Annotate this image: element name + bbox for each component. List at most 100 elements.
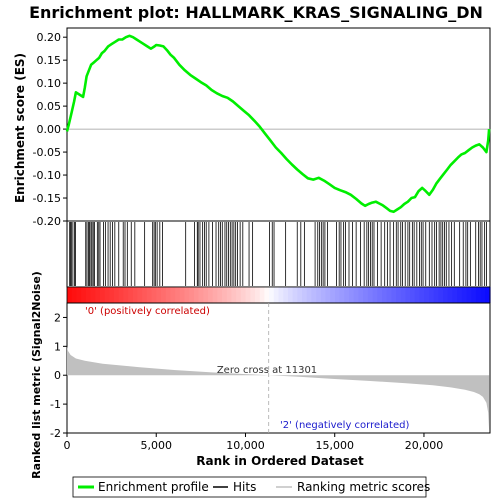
heat-cell [302,287,308,303]
heat-cell [377,287,383,303]
heat-cell [208,287,214,303]
heat-cell [344,287,350,303]
heat-cell [240,287,247,303]
heat-cell [95,287,101,303]
heat-cell [363,287,369,303]
heat-cell [457,287,463,303]
legend-box [72,476,427,498]
heat-cell [278,287,284,303]
heat-cell [114,287,120,303]
heat-cell [76,287,82,303]
negative-correlation-label: '2' (negatively correlated) [280,420,409,431]
heat-cell [386,287,392,303]
heat-cell [480,287,486,303]
metric-tick-label: 1 [54,340,61,353]
heat-cell [461,287,468,303]
es-tick-label: -0.05 [33,146,61,159]
heat-cell [339,287,345,303]
heat-cell [226,287,233,303]
metric-axis-title: Ranked list metric (Signal2Noise) [30,271,43,479]
es-tick-label: 0.00 [37,123,62,136]
heat-cell [419,287,425,303]
heat-cell [269,287,275,303]
heat-cell [273,287,280,303]
heat-cell [485,287,491,303]
heat-cell [433,287,439,303]
es-tick-label: -0.15 [33,192,61,205]
heat-cell [71,287,77,303]
heat-cell [311,287,317,303]
legend-enrichment-label: Enrichment profile [98,480,209,494]
heat-cell [255,287,261,303]
heat-cell [471,287,477,303]
heat-cell [292,287,298,303]
heat-cell [405,287,411,303]
es-tick-label: -0.10 [33,169,61,182]
heat-cell [330,287,336,303]
metric-tick-label: -1 [50,398,61,411]
heat-cell [400,287,406,303]
heat-cell [353,287,359,303]
heat-cell [325,287,331,303]
x-tick-label: 5,000 [140,439,172,452]
chart-title: Enrichment plot: HALLMARK_KRAS_SIGNALING… [29,3,483,22]
heat-cell [372,287,378,303]
heat-cell [222,287,228,303]
heat-cell [414,287,421,303]
heat-cell [334,287,341,303]
positive-correlation-label: '0' (positively correlated) [85,306,210,317]
heat-cell [109,287,115,303]
enrichment-profile-line [65,34,491,214]
hits-frame [66,220,491,288]
heat-cell [165,287,171,303]
heat-cell [391,287,397,303]
enrichment-score-panel: 0.20 0.15 0.10 0.05 0.00 -0.05 -0.10 -0.15 -0.20 [33,27,491,228]
heat-cell [287,287,294,303]
heat-cell [452,287,458,303]
heat-cell [85,287,92,303]
es-tick-label: 0.10 [37,77,62,90]
x-axis-title: Rank in Ordered Dataset [196,454,364,468]
zero-cross-label: Zero cross at 11301 [217,365,317,376]
heat-cell [146,287,153,303]
heat-cell [132,287,139,303]
heat-cell [283,287,289,303]
heat-cell [184,287,190,303]
heat-cell [137,287,143,303]
legend-ranking-label: Ranking metric scores [297,480,430,494]
legend: Enrichment profile Hits Ranking metric s… [72,476,430,498]
heat-cell [245,287,251,303]
metric-tick-label: 2 [54,311,61,324]
heat-cell [99,287,106,303]
heat-cell [231,287,237,303]
heat-cell [128,287,134,303]
heat-cell [297,287,303,303]
heat-cell [447,287,453,303]
hits-panel [66,220,491,288]
heat-cell [212,287,218,303]
heat-cell [161,287,167,303]
heat-cell [90,287,96,303]
heat-cell [475,287,482,303]
heat-cell [259,287,265,303]
es-tick-label: 0.05 [37,100,62,113]
metric-tick-label: 0 [54,369,61,382]
heat-cell [142,287,148,303]
heat-cell [175,287,181,303]
heat-cell [443,287,449,303]
heat-cell [306,287,312,303]
x-tick-label: 10,000 [226,439,265,452]
heat-cell [264,287,270,303]
es-tick-label: -0.20 [33,215,61,228]
heat-cell [189,287,195,303]
heat-cell [438,287,444,303]
heat-cell [179,287,186,303]
heat-cell [381,287,388,303]
heat-cell [170,287,176,303]
heat-cell [250,287,256,303]
heat-cell [151,287,157,303]
x-tick-label: 20,000 [405,439,444,452]
heat-cell [67,287,73,303]
es-tick-label: 0.20 [37,31,62,44]
